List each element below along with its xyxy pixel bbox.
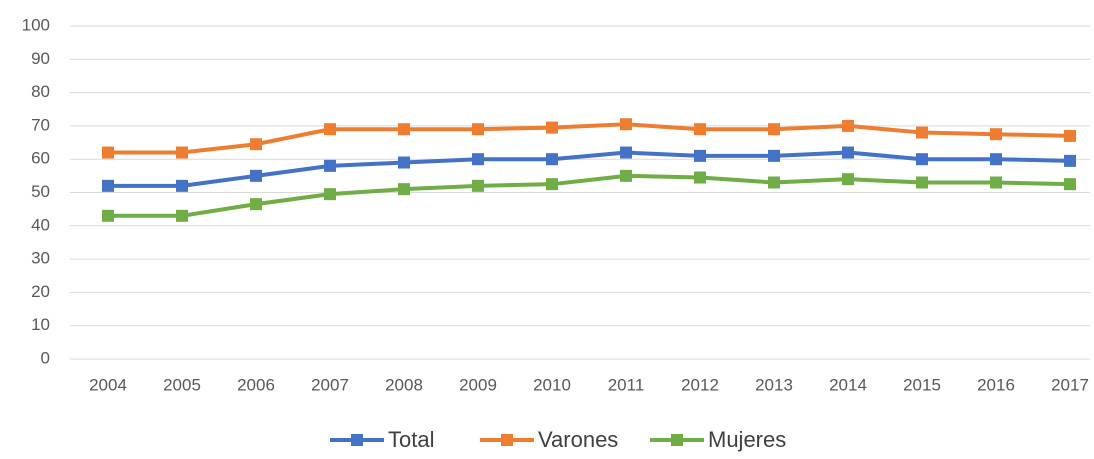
point-marker xyxy=(842,146,854,159)
point-marker xyxy=(916,126,928,139)
point-marker xyxy=(250,198,262,211)
point-marker xyxy=(916,176,928,189)
point-marker xyxy=(472,153,484,166)
y-tick-label: 90 xyxy=(31,49,50,68)
point-marker xyxy=(546,153,558,166)
point-marker xyxy=(990,128,1002,141)
legend-marker xyxy=(351,434,363,446)
point-marker xyxy=(842,173,854,186)
point-marker xyxy=(842,119,854,132)
point-marker xyxy=(102,209,114,222)
legend-label: Mujeres xyxy=(708,427,786,452)
y-tick-label: 0 xyxy=(41,348,50,367)
point-marker xyxy=(546,121,558,134)
x-tick-label: 2016 xyxy=(977,375,1015,394)
point-marker xyxy=(768,123,780,136)
legend-marker xyxy=(671,434,683,446)
legend-marker xyxy=(501,434,513,446)
point-marker xyxy=(620,169,632,182)
x-tick-label: 2007 xyxy=(311,375,349,394)
y-tick-label: 70 xyxy=(31,115,50,134)
point-marker xyxy=(1064,154,1076,167)
point-marker xyxy=(620,146,632,159)
series-line xyxy=(108,150,1071,188)
point-marker xyxy=(620,118,632,131)
point-marker xyxy=(1064,178,1076,191)
point-marker xyxy=(916,153,928,166)
point-marker xyxy=(990,153,1002,166)
point-marker xyxy=(324,123,336,136)
point-marker xyxy=(398,183,410,196)
x-tick-label: 2011 xyxy=(608,375,645,394)
y-tick-label: 50 xyxy=(31,182,50,201)
x-tick-label: 2017 xyxy=(1051,375,1089,394)
series-line xyxy=(108,173,1071,218)
y-tick-label: 80 xyxy=(31,82,50,101)
x-tick-label: 2015 xyxy=(903,375,941,394)
point-marker xyxy=(694,171,706,184)
x-tick-label: 2009 xyxy=(459,375,497,394)
x-tick-label: 2012 xyxy=(681,375,719,394)
x-tick-label: 2013 xyxy=(755,375,793,394)
y-tick-label: 10 xyxy=(31,315,50,334)
point-marker xyxy=(176,179,188,192)
y-tick-label: 40 xyxy=(31,215,50,234)
point-marker xyxy=(990,176,1002,189)
point-marker xyxy=(324,188,336,201)
point-marker xyxy=(324,159,336,172)
x-tick-label: 2008 xyxy=(385,375,423,394)
series-line xyxy=(108,122,1071,155)
legend-label: Varones xyxy=(538,427,618,452)
point-marker xyxy=(176,146,188,159)
point-marker xyxy=(398,156,410,169)
x-tick-label: 2010 xyxy=(533,375,571,394)
y-tick-label: 30 xyxy=(31,249,50,268)
point-marker xyxy=(546,178,558,191)
point-marker xyxy=(398,123,410,136)
x-tick-label: 2005 xyxy=(163,375,201,394)
point-marker xyxy=(102,179,114,192)
point-marker xyxy=(176,209,188,222)
x-tick-label: 2006 xyxy=(237,375,275,394)
point-marker xyxy=(768,176,780,189)
point-marker xyxy=(472,179,484,192)
point-marker xyxy=(250,138,262,151)
point-marker xyxy=(694,123,706,136)
x-tick-label: 2004 xyxy=(89,375,127,394)
y-tick-label: 100 xyxy=(22,15,50,34)
x-tick-label: 2014 xyxy=(829,375,867,394)
y-tick-label: 20 xyxy=(31,282,50,301)
y-tick-label: 60 xyxy=(31,149,50,168)
point-marker xyxy=(250,169,262,182)
point-marker xyxy=(768,149,780,162)
point-marker xyxy=(1064,129,1076,142)
point-marker xyxy=(102,146,114,159)
point-marker xyxy=(472,123,484,136)
point-marker xyxy=(694,149,706,162)
legend-label: Total xyxy=(388,427,434,452)
